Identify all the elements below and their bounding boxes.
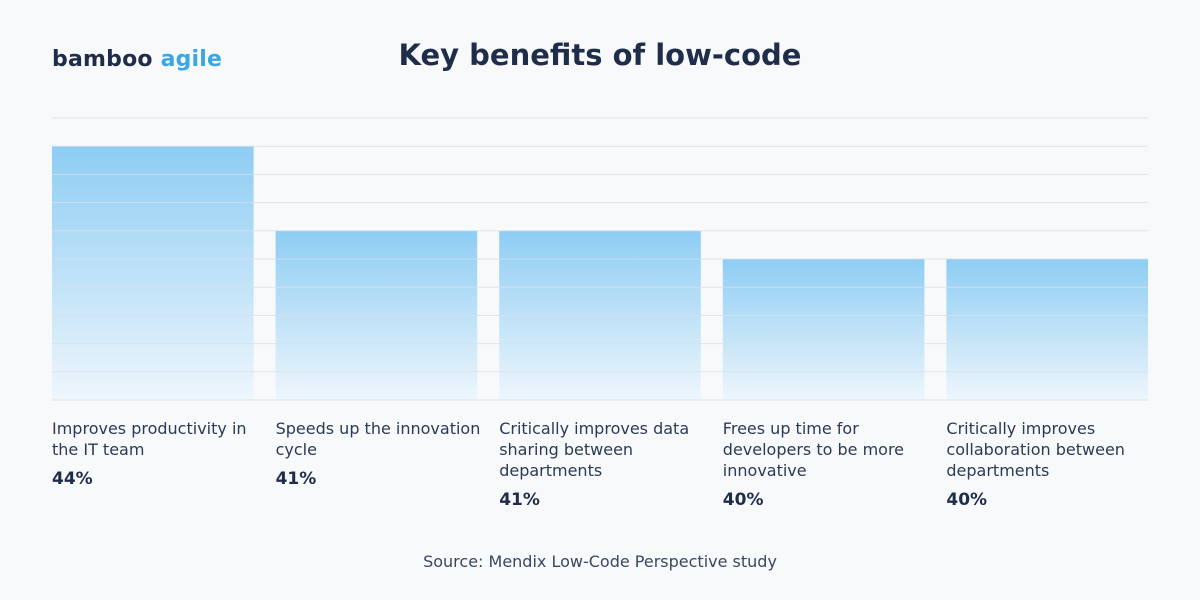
category-label: Critically improves data sharing between… bbox=[499, 419, 690, 480]
logo-accent: agile bbox=[160, 47, 223, 72]
logo-word: bamboo bbox=[52, 47, 153, 72]
category-labels: Improves productivity in the IT team 44% S… bbox=[0, 418, 1200, 528]
category-label: Critically improves collaboration betwee… bbox=[946, 419, 1125, 480]
category-label: Speeds up the innovation cycle bbox=[275, 419, 481, 459]
category-label: Frees up time for developers to be more … bbox=[722, 419, 905, 480]
bar-1 bbox=[52, 146, 254, 400]
category-column: Critically improves data sharing between… bbox=[499, 418, 704, 510]
bar-5 bbox=[946, 259, 1148, 400]
value-label: 40% bbox=[722, 490, 764, 510]
category-column: Frees up time for developers to be more … bbox=[723, 418, 928, 510]
source-note: Source: Mendix Low-Code Perspective stud… bbox=[423, 552, 777, 571]
category-column: Speeds up the innovation cycle 41% bbox=[276, 418, 481, 489]
brand-logo: bamboo agile bbox=[52, 47, 222, 72]
value-label: 44% bbox=[52, 469, 93, 489]
value-label: 41% bbox=[499, 490, 540, 510]
bar-chart bbox=[52, 117, 1148, 401]
bar-4 bbox=[722, 259, 925, 400]
category-column: Critically improves collaboration betwee… bbox=[946, 418, 1151, 510]
chart-title: Key benefits of low-code bbox=[398, 38, 802, 72]
value-label: 41% bbox=[275, 469, 317, 489]
category-column: Improves productivity in the IT team 44% bbox=[52, 418, 257, 489]
category-label: Improves productivity in the IT team bbox=[52, 419, 247, 459]
value-label: 40% bbox=[946, 490, 988, 510]
